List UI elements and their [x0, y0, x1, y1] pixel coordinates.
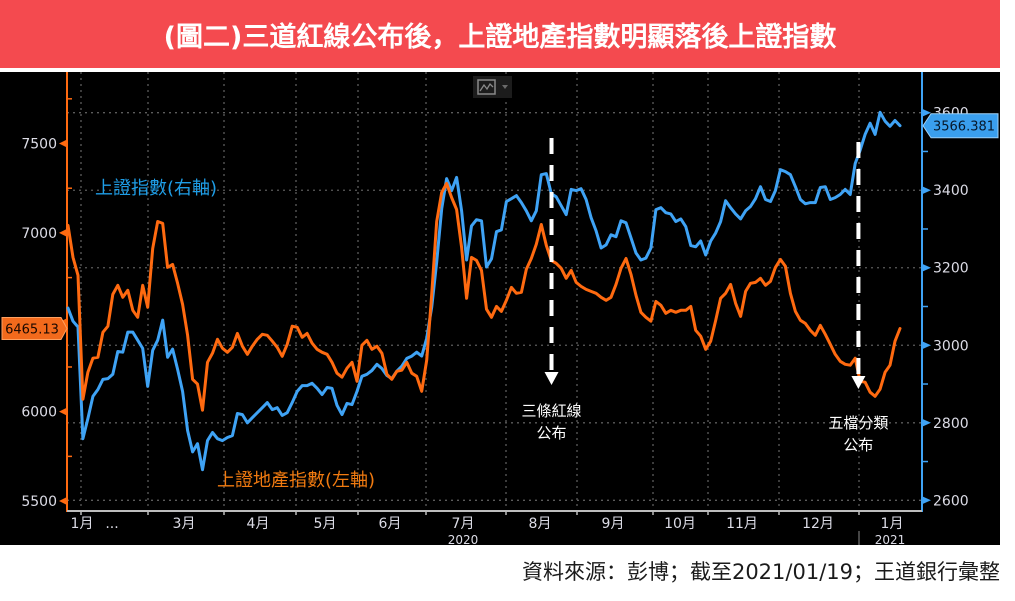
left-axis-tick — [59, 497, 67, 506]
right-axis-tick-label: 2800 — [933, 416, 969, 432]
right-axis-tick — [922, 108, 931, 117]
left-axis-tick — [59, 407, 67, 416]
x-axis-month-label: 1月 — [71, 516, 94, 532]
left-axis-tick-label: 5500 — [21, 494, 57, 510]
line-chart-icon[interactable] — [477, 79, 496, 95]
arrow-down-icon — [851, 376, 866, 389]
last-value-label-left: 6465.13 — [5, 323, 59, 338]
right-axis-tick — [922, 263, 931, 272]
x-axis-month-label: ... — [105, 516, 118, 532]
chart-title: (圖二)三道紅線公布後，上證地產指數明顯落後上證指數 — [163, 21, 837, 53]
x-axis-year-label: 2020 — [448, 533, 479, 547]
x-axis-month-label: 10月 — [664, 516, 696, 532]
arrow-down-icon — [544, 372, 559, 385]
right-axis-tick — [922, 186, 931, 195]
left-axis-tick-label: 7500 — [21, 137, 57, 153]
last-value-label-right: 3566.381 — [933, 120, 995, 135]
annotation-label: 三條紅線 — [522, 402, 582, 420]
right-axis-tick-label: 3400 — [933, 183, 969, 199]
annotation-label: 公布 — [537, 424, 567, 442]
left-axis-tick-label: 6000 — [21, 405, 57, 421]
last-value-tag-right — [922, 113, 999, 139]
x-axis-year-label: 2021 — [875, 533, 906, 547]
x-axis-month-label: 1月 — [881, 516, 904, 532]
right-axis-tick-label: 3000 — [933, 338, 969, 354]
annotation-label: 公布 — [843, 436, 873, 454]
right-axis-tick — [922, 418, 931, 427]
left-axis-tick — [59, 228, 67, 237]
series-line-sse-property-index — [66, 181, 902, 412]
value-tags: 3566.381 6465.13 — [1, 113, 999, 341]
legend-sse-property: 上證地產指數(左軸) — [217, 470, 375, 491]
series-line-sse-composite-index — [66, 110, 902, 472]
x-axis-month-label: 11月 — [726, 516, 758, 532]
caret-down-icon[interactable] — [502, 85, 508, 89]
x-axis-month-label: 6月 — [379, 516, 402, 532]
left-axis-tick — [59, 139, 67, 148]
legend: 上證指數(右軸) 上證地產指數(左軸) — [95, 178, 375, 491]
x-axis-month-label: 9月 — [602, 516, 625, 532]
source-note: 資料來源：彭博；截至2021/01/19；王道銀行彙整 — [521, 560, 1000, 584]
x-axis-month-label: 3月 — [173, 516, 196, 532]
annotation-label: 五檔分類 — [828, 414, 888, 432]
series-group — [66, 110, 902, 472]
chart-type-button[interactable] — [473, 76, 512, 98]
right-axis-tick — [922, 341, 931, 350]
x-axis-month-label: 5月 — [314, 516, 337, 532]
x-axis-month-label: 12月 — [802, 516, 834, 532]
left-axis-tick-label: 7000 — [21, 226, 57, 242]
legend-sse-composite: 上證指數(右軸) — [95, 178, 217, 199]
right-axis-tick — [922, 496, 931, 505]
last-value-tag-left — [1, 317, 68, 341]
right-axis-tick-label: 3200 — [933, 261, 969, 277]
axes: 7500700060005500360034003200300028002600… — [21, 72, 969, 547]
right-axis-tick-label: 2600 — [933, 493, 969, 509]
x-axis-month-label: 7月 — [452, 516, 475, 532]
x-axis-month-label: 8月 — [529, 516, 552, 532]
title-bar: (圖二)三道紅線公布後，上證地產指數明顯落後上證指數 — [0, 0, 1000, 68]
x-axis-month-label: 4月 — [247, 516, 270, 532]
